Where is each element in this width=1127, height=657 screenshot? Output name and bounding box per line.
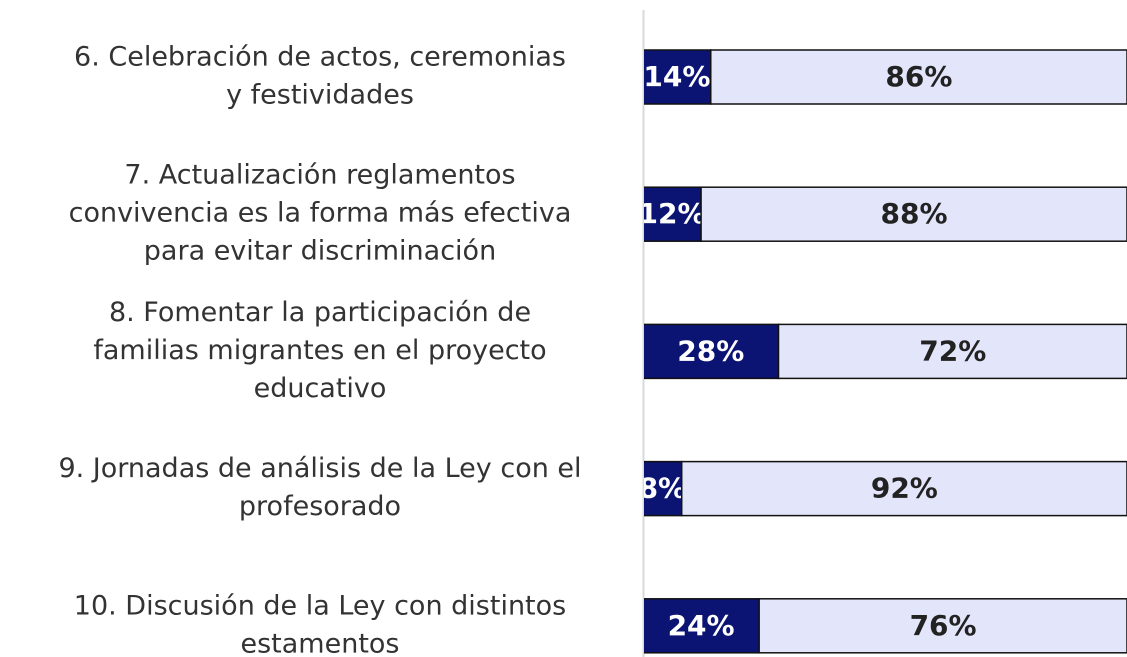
value-label: 86%: [885, 60, 952, 93]
value-label: 76%: [910, 609, 977, 642]
value-label: 14%: [643, 60, 710, 93]
category-label: 8. Fomentar la participación de: [109, 297, 531, 328]
value-label: 28%: [677, 334, 744, 367]
category-label: 7. Actualización reglamentos: [124, 160, 515, 191]
bar-segment: [700, 186, 1127, 242]
value-label: 88%: [881, 197, 948, 230]
category-label: convivencia es la forma más efectiva: [69, 198, 572, 229]
bar-segment: [644, 186, 702, 242]
category-label: 9. Jornadas de análisis de la Ley con el: [58, 453, 581, 484]
category-label: y festividades: [226, 80, 414, 111]
value-label: 24%: [668, 609, 735, 642]
category-label: educativo: [254, 373, 387, 404]
bar-segment: [644, 49, 712, 105]
bar-segment: [644, 460, 683, 517]
plot-area: 14% 86% 12% 88% 28% 72% 8% 92% 24% 76%: [639, 49, 1127, 654]
category-label: profesorado: [239, 491, 401, 522]
bar-segment: [710, 49, 1127, 105]
category-label: 10. Discusión de la Ley con distintos: [74, 590, 566, 621]
value-label: 8%: [639, 472, 687, 505]
category-label: estamentos: [240, 628, 399, 657]
category-label: para evitar discriminación: [144, 236, 496, 267]
bar-segment: [777, 323, 1127, 380]
value-label: 92%: [871, 472, 938, 505]
bar-segment: [680, 460, 1127, 517]
category-label: 6. Celebración de actos, ceremonias: [74, 42, 566, 73]
category-label: familias migrantes en el proyecto: [93, 335, 546, 366]
value-label: 72%: [919, 334, 986, 367]
value-label: 12%: [639, 197, 706, 230]
